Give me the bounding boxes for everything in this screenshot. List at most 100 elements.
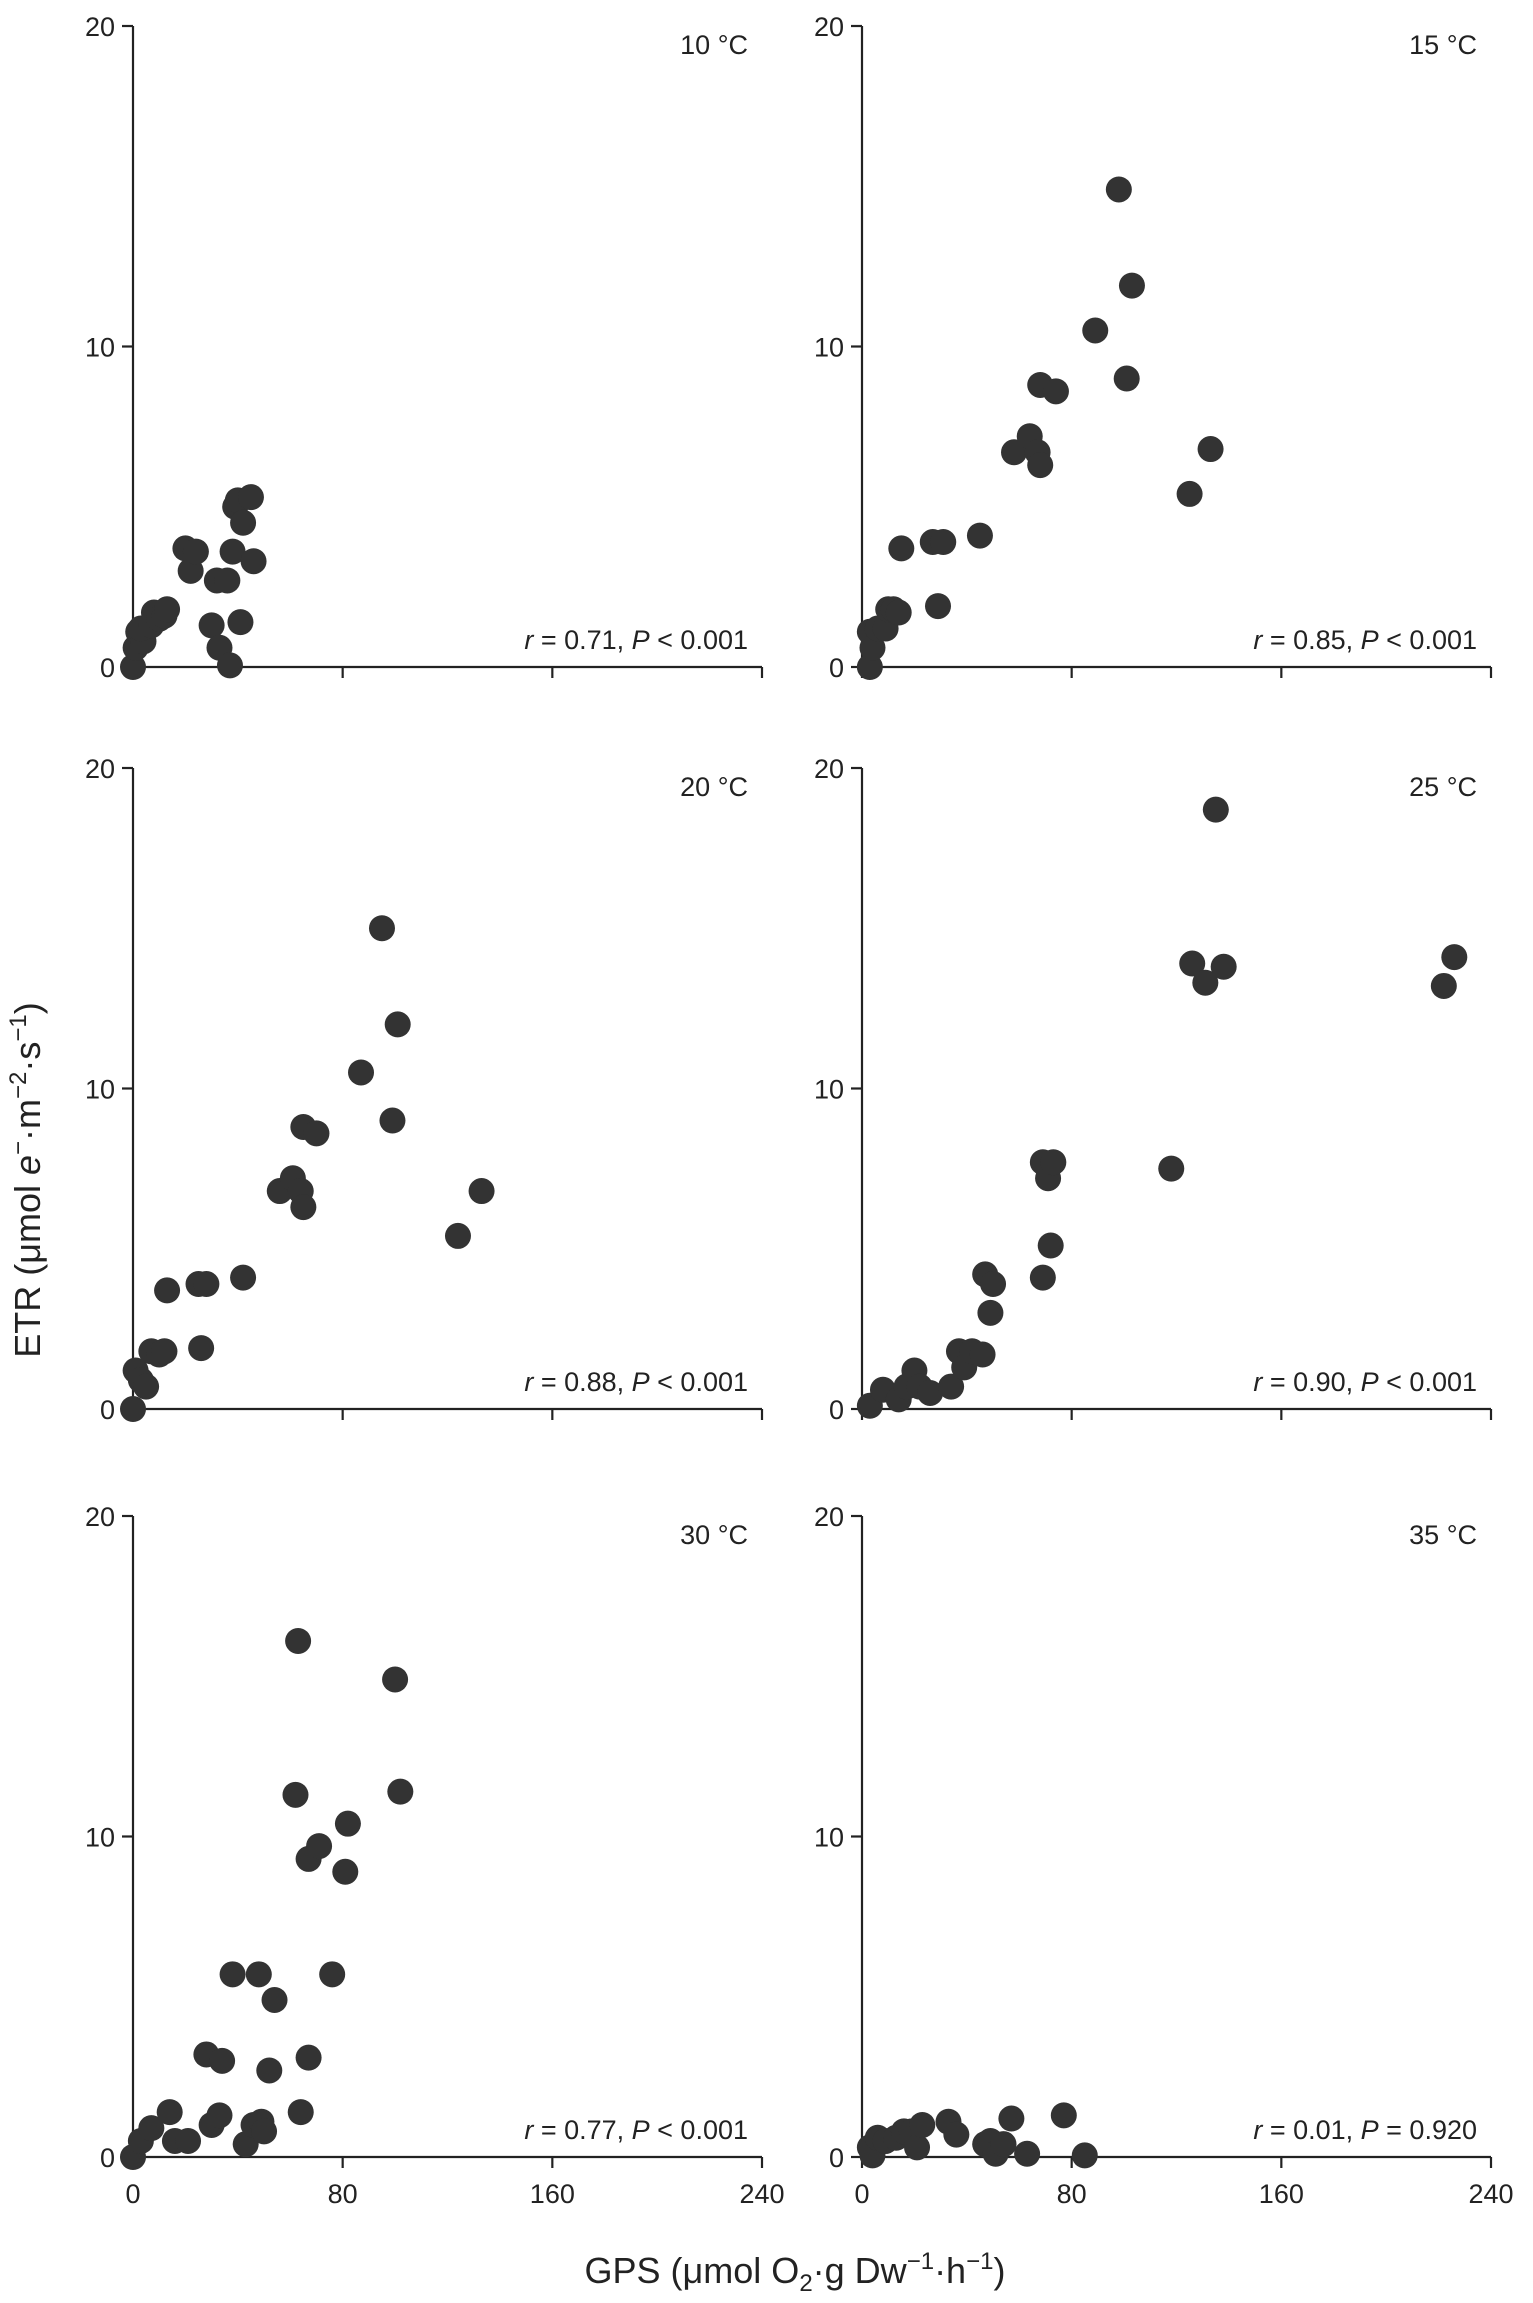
data-point — [1027, 452, 1054, 479]
panel-2: 0 10 20 15 °C r = 0.85, P < 0.001 — [814, 12, 1493, 683]
y-tick-label: 0 — [100, 1395, 115, 1425]
data-point — [1029, 1264, 1056, 1291]
data-point — [1042, 378, 1069, 405]
stat-annotation: r = 0.90, P < 0.001 — [1253, 1367, 1477, 1397]
data-point — [1197, 436, 1224, 463]
panel-3: 0 10 20 20 °C r = 0.88, P < 0.001 — [85, 754, 764, 1425]
data-point — [285, 1627, 312, 1654]
panel-title: 35 °C — [1409, 1520, 1477, 1550]
data-point — [1001, 439, 1028, 466]
data-point — [216, 652, 243, 679]
stat-annotation: r = 0.85, P < 0.001 — [1253, 625, 1477, 655]
panel-title: 30 °C — [680, 1520, 748, 1550]
y-tick-label: 0 — [829, 1395, 844, 1425]
stat-annotation: r = 0.01, P = 0.920 — [1253, 2115, 1477, 2145]
data-point — [303, 1120, 330, 1147]
panel-title: 15 °C — [1409, 30, 1477, 60]
data-point — [295, 2044, 322, 2071]
data-point — [188, 1335, 215, 1362]
data-point — [885, 599, 912, 626]
data-point — [334, 1810, 361, 1837]
x-tick-label: 240 — [739, 2179, 784, 2209]
data-point — [219, 538, 246, 565]
x-tick-label: 240 — [1468, 2179, 1513, 2209]
data-point — [209, 2047, 236, 2074]
y-tick-label: 0 — [100, 2143, 115, 2173]
data-point — [1202, 796, 1229, 823]
y-axis-title: ETR (μmol e−·m−2·s−1) — [5, 1002, 48, 1358]
data-point — [384, 1011, 411, 1038]
data-point — [977, 1299, 1004, 1326]
data-point — [227, 609, 254, 636]
x-tick-label: 160 — [1259, 2179, 1304, 2209]
panel-6: 0 10 20 0 80 160 240 35 °C r = 0.01, P = 0.920 — [814, 1502, 1514, 2209]
data-point — [1192, 969, 1219, 996]
data-point — [888, 535, 915, 562]
data-point — [306, 1833, 333, 1860]
data-point — [230, 509, 257, 536]
data-point — [1105, 176, 1132, 203]
x-tick-label: 0 — [854, 2179, 869, 2209]
data-point — [368, 915, 395, 942]
data-point — [214, 567, 241, 594]
panel-title: 25 °C — [1409, 772, 1477, 802]
data-point — [1040, 1149, 1067, 1176]
data-point — [348, 1059, 375, 1086]
data-point — [382, 1666, 409, 1693]
y-tick-label: 0 — [829, 653, 844, 683]
data-point — [969, 1341, 996, 1368]
data-point — [240, 548, 267, 575]
data-point — [980, 1271, 1007, 1298]
data-point — [938, 1373, 965, 1400]
data-point — [917, 1379, 944, 1406]
data-point — [290, 1194, 317, 1221]
data-point — [1037, 1232, 1064, 1259]
data-point — [251, 2118, 278, 2145]
x-tick-label: 80 — [328, 2179, 358, 2209]
data-point — [151, 1338, 178, 1365]
data-point — [287, 2099, 314, 2126]
data-point — [156, 2099, 183, 2126]
data-point — [943, 2121, 970, 2148]
panel-title: 20 °C — [680, 772, 748, 802]
stat-annotation: r = 0.77, P < 0.001 — [524, 2115, 748, 2145]
data-point — [256, 2057, 283, 2084]
x-axis-title: GPS (μmol O2·g Dw−1·h−1) — [585, 2248, 1006, 2297]
data-point — [930, 529, 957, 556]
data-point — [1071, 2142, 1098, 2169]
y-tick-label: 10 — [814, 1075, 844, 1105]
panel-title: 10 °C — [680, 30, 748, 60]
data-point — [230, 1264, 257, 1291]
data-point — [193, 1271, 220, 1298]
y-tick-label: 20 — [85, 12, 115, 42]
data-point — [1158, 1155, 1185, 1182]
data-point — [198, 612, 225, 639]
data-point — [856, 654, 883, 680]
data-point — [282, 1781, 309, 1808]
data-point — [206, 2102, 233, 2129]
y-tick-label: 20 — [814, 1502, 844, 1532]
y-tick-label: 10 — [814, 1823, 844, 1853]
data-point — [1210, 953, 1237, 980]
data-point — [909, 2111, 936, 2138]
stat-annotation: r = 0.88, P < 0.001 — [524, 1367, 748, 1397]
data-point — [154, 596, 181, 623]
data-point — [387, 1778, 414, 1805]
data-point — [261, 1986, 288, 2013]
x-tick-label: 0 — [125, 2179, 140, 2209]
data-point — [379, 1107, 406, 1134]
data-point — [1050, 2102, 1077, 2129]
data-point — [444, 1222, 471, 1249]
data-point — [120, 654, 146, 680]
data-point — [237, 484, 264, 511]
y-tick-label: 20 — [814, 12, 844, 42]
y-tick-label: 20 — [85, 754, 115, 784]
panel-4: 0 10 20 25 °C r = 0.90, P < 0.001 — [814, 754, 1493, 1425]
panel-1: 0 10 20 10 °C r = 0.71, P < 0.001 — [85, 12, 764, 683]
data-point — [182, 538, 209, 565]
data-point — [1430, 972, 1457, 999]
data-point — [990, 2131, 1017, 2158]
data-point — [966, 522, 993, 549]
data-point — [133, 1373, 160, 1400]
